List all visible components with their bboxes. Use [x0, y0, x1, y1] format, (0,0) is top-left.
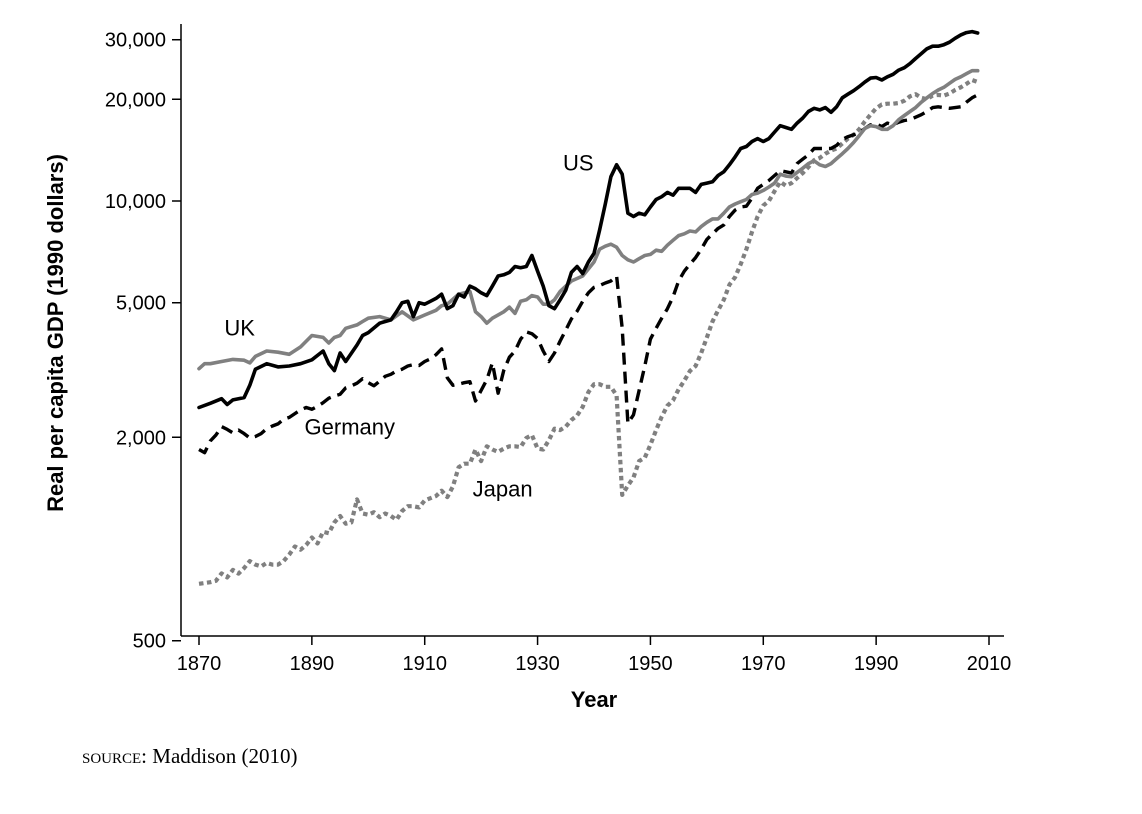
y-axis-title: Real per capita GDP (1990 dollars) [43, 154, 68, 512]
x-tick-label: 1890 [290, 653, 335, 675]
x-tick-label: 1930 [515, 653, 560, 675]
x-tick-label: 1910 [402, 653, 447, 675]
x-axis-title: Year [571, 687, 618, 712]
series-line-uk [197, 68, 980, 371]
series-layer [197, 29, 980, 586]
x-tick-label: 2010 [967, 653, 1012, 675]
series-line-us [197, 29, 980, 410]
x-tick-label: 1970 [741, 653, 786, 675]
x-tick-label: 1870 [177, 653, 222, 675]
source-prefix: SOURCE: [82, 744, 148, 768]
axis-titles: Year Real per capita GDP (1990 dollars) [43, 154, 618, 712]
y-tick-label: 2,000 [116, 427, 166, 449]
x-tick-label: 1990 [854, 653, 899, 675]
y-tick-label: 20,000 [105, 89, 166, 111]
series-labels: US UK Germany Japan [224, 151, 593, 502]
series-label-us: US [563, 151, 594, 176]
series-label-germany: Germany [305, 414, 395, 439]
series-label-japan: Japan [473, 477, 533, 502]
axes: 1870 1890 1910 1930 1950 1970 1990 2010 500 2,000… [105, 24, 1011, 675]
y-tick-label: 10,000 [105, 191, 166, 213]
source-text: Maddison (2010) [152, 744, 298, 768]
y-tick-label: 30,000 [105, 30, 166, 52]
x-tick-label: 1950 [628, 653, 673, 675]
y-tick-label: 500 [133, 631, 166, 653]
series-label-uk: UK [224, 316, 255, 341]
series-line-germany [198, 93, 979, 455]
source-note: SOURCE: Maddison (2010) [82, 744, 298, 769]
y-tick-label: 5,000 [116, 293, 166, 315]
